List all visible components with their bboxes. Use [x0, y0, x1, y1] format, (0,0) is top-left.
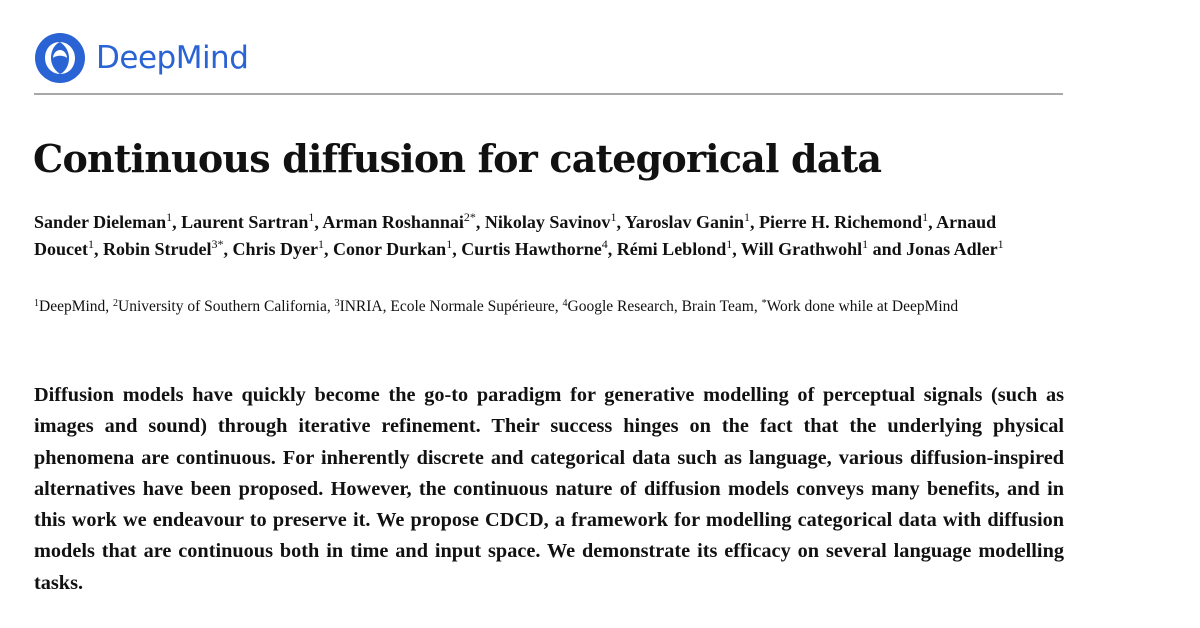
paper-title: Continuous diffusion for categorical dat…: [33, 136, 882, 181]
author-name: Conor Durkan: [333, 239, 447, 259]
author: Jonas Adler1: [906, 237, 1004, 259]
author-name: Curtis Hawthorne: [461, 239, 602, 259]
author-affiliation-mark: 1: [446, 237, 453, 251]
author-affiliation-mark: 1: [318, 237, 324, 251]
header-divider: [34, 93, 1063, 95]
author-name: Rémi Leblond: [616, 239, 727, 259]
author-affiliation-mark: 1: [862, 237, 869, 251]
affiliation-mark: 1: [34, 298, 39, 309]
deepmind-logo: DeepMind: [34, 32, 249, 84]
affiliation: 3INRIA, Ecole Normale Supérieure: [335, 298, 555, 315]
affiliations: 1DeepMind, 2University of Southern Calif…: [34, 298, 959, 315]
author-affiliation-mark: 1: [610, 210, 617, 224]
affiliation-mark: *: [761, 298, 767, 309]
affiliation: *Work done while at DeepMind: [762, 298, 959, 315]
affiliation-mark: 2: [113, 298, 119, 309]
author: Chris Dyer1: [232, 237, 324, 259]
affiliation-text: Google Research, Brain Team: [567, 298, 754, 315]
author-affiliation-mark: 1: [87, 237, 94, 251]
author-affiliation-mark: 1: [743, 210, 750, 224]
affiliation-mark: 3: [334, 298, 340, 309]
abstract: Diffusion models have quickly become the…: [34, 384, 1064, 594]
author-name: Laurent Sartran: [181, 212, 309, 232]
logo-wordmark: DeepMind: [96, 40, 249, 76]
author-name: Pierre H. Richemond: [758, 212, 923, 232]
author: Laurent Sartran1: [181, 210, 315, 232]
author: Arman Roshannai2*: [322, 210, 476, 232]
author-affiliation-mark: 4: [601, 237, 608, 251]
author-name: Robin Strudel: [102, 239, 212, 259]
deepmind-logo-icon: [35, 33, 85, 83]
author: Robin Strudel3*: [102, 237, 224, 259]
author-name: Arman Roshannai: [322, 212, 464, 232]
author-name: Will Grathwohl: [740, 239, 863, 259]
author: Yaroslav Ganin1: [624, 210, 750, 232]
author-affiliation-mark: 2*: [463, 210, 476, 224]
author: Will Grathwohl1: [740, 237, 869, 259]
affiliation-text: Work done while at DeepMind: [766, 298, 959, 315]
author-affiliation-mark: 1: [997, 237, 1004, 251]
author-affiliation-mark: 1: [166, 210, 173, 224]
author-name: Nikolay Savinov: [484, 212, 611, 232]
author: Conor Durkan1: [333, 237, 453, 259]
author-affiliation-mark: 1: [922, 210, 929, 224]
author-name: Arnaud Doucet: [34, 212, 997, 259]
affiliation: 1DeepMind: [34, 298, 105, 315]
author: Curtis Hawthorne4: [461, 237, 608, 259]
author: Arnaud Doucet1: [34, 212, 996, 259]
author-name: Sander Dieleman: [34, 212, 167, 232]
author: Rémi Leblond1: [616, 237, 733, 259]
author-name: Jonas Adler: [906, 239, 998, 259]
affiliation-text: DeepMind: [39, 298, 106, 315]
affiliation-text: University of Southern California: [118, 298, 327, 315]
author-affiliation-mark: 1: [308, 210, 315, 224]
affiliation: 2University of Southern California: [113, 298, 327, 315]
author-list: Sander Dieleman1, Laurent Sartran1, Arma…: [34, 210, 1004, 259]
author: Sander Dieleman1: [34, 210, 173, 232]
author: Nikolay Savinov1: [484, 210, 617, 232]
author-name: Chris Dyer: [232, 239, 318, 259]
author-name: Yaroslav Ganin: [624, 212, 744, 232]
author-affiliation-mark: 1: [726, 237, 733, 251]
affiliation: 4Google Research, Brain Team: [563, 298, 754, 315]
affiliation-text: INRIA, Ecole Normale Supérieure: [339, 298, 555, 315]
author-affiliation-mark: 3*: [211, 237, 224, 251]
affiliation-mark: 4: [562, 298, 568, 309]
author: Pierre H. Richemond1: [758, 210, 929, 232]
